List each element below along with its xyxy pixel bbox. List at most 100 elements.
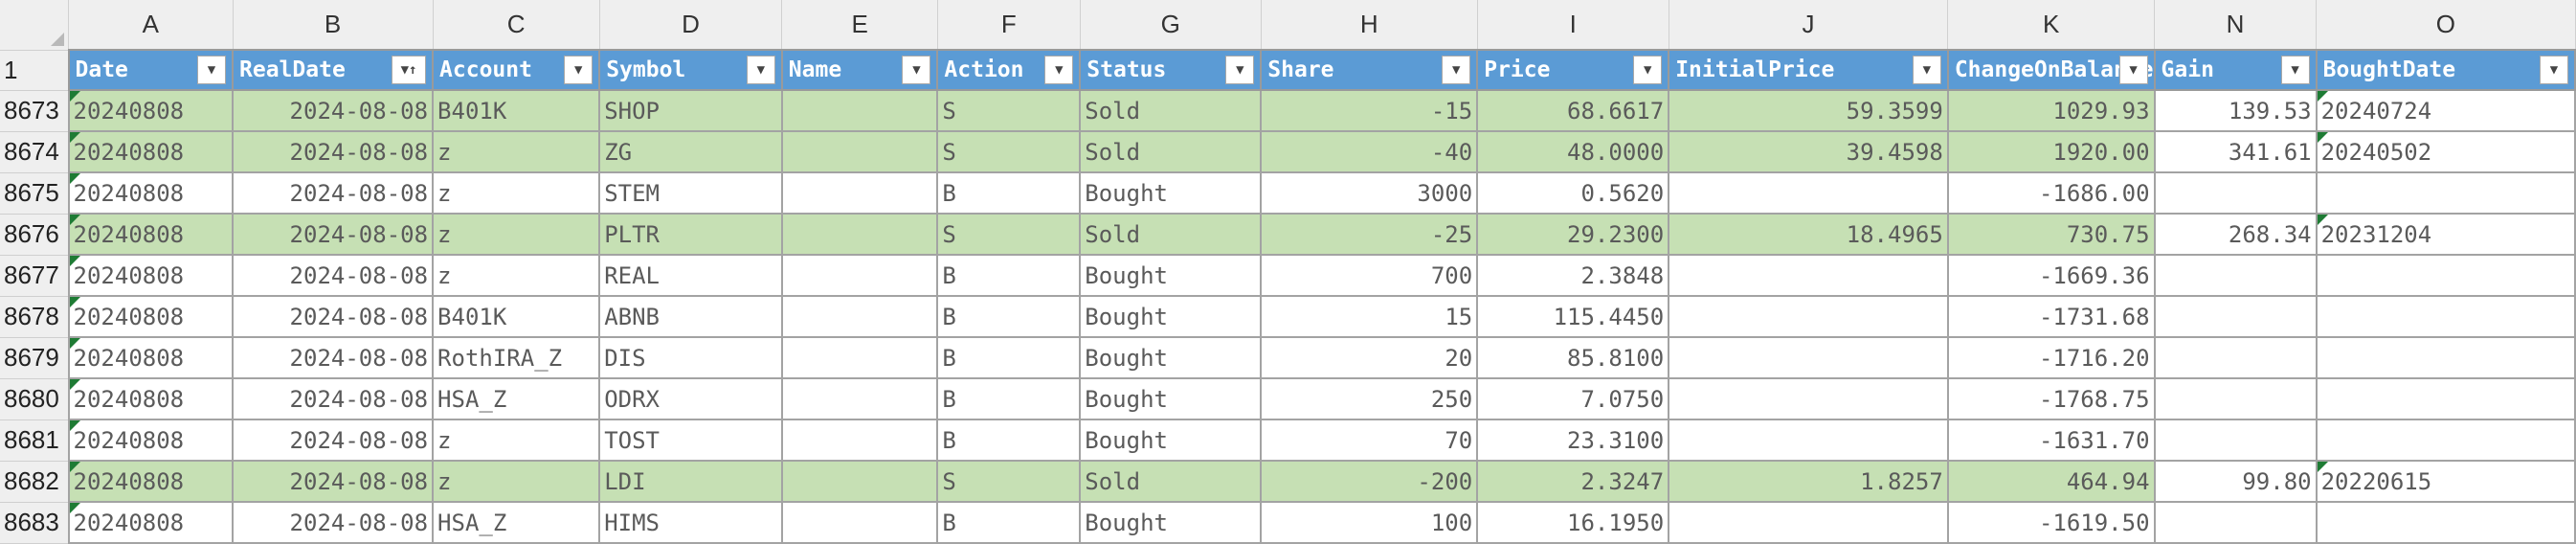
cell-share[interactable]: 700: [1260, 254, 1479, 297]
cell-account[interactable]: z: [432, 171, 601, 215]
row-number[interactable]: 8681: [0, 419, 70, 462]
cell-date[interactable]: 20240808: [67, 89, 235, 132]
cell-status[interactable]: Bought: [1079, 419, 1263, 462]
cell-date[interactable]: 20240808: [67, 419, 235, 462]
cell-change-on-balance[interactable]: 730.75: [1946, 213, 2156, 256]
cell-date[interactable]: 20240808: [67, 213, 235, 256]
cell-bought-date[interactable]: [2315, 295, 2576, 338]
row-number[interactable]: 8674: [0, 131, 70, 173]
cell-status[interactable]: Bought: [1079, 254, 1263, 297]
cell-action[interactable]: S: [936, 460, 1082, 503]
cell-name[interactable]: [780, 130, 939, 173]
filter-dropdown-icon[interactable]: ▼: [746, 56, 775, 84]
cell-action[interactable]: S: [936, 213, 1082, 256]
cell-action[interactable]: S: [936, 89, 1082, 132]
cell-share[interactable]: -25: [1260, 213, 1479, 256]
cell-gain[interactable]: [2153, 336, 2318, 379]
cell-gain[interactable]: [2153, 254, 2318, 297]
filter-dropdown-icon[interactable]: ▼: [1442, 56, 1471, 84]
cell-initial-price[interactable]: [1668, 377, 1949, 420]
cell-bought-date[interactable]: [2315, 254, 2576, 297]
cell-realdate[interactable]: 2024-08-08: [232, 213, 435, 256]
column-letter-g[interactable]: G: [1080, 0, 1262, 51]
column-letter-a[interactable]: A: [68, 0, 234, 51]
column-letter-j[interactable]: J: [1669, 0, 1949, 51]
column-letter-n[interactable]: N: [2154, 0, 2318, 51]
cell-action[interactable]: B: [936, 171, 1082, 215]
header-cell-realdate[interactable]: RealDate ▼↑: [232, 49, 435, 91]
cell-initial-price[interactable]: [1668, 419, 1949, 462]
cell-status[interactable]: Sold: [1079, 89, 1263, 132]
cell-account[interactable]: B401K: [432, 89, 601, 132]
cell-realdate[interactable]: 2024-08-08: [232, 501, 435, 544]
cell-date[interactable]: 20240808: [67, 295, 235, 338]
cell-price[interactable]: 68.6617: [1476, 89, 1670, 132]
column-letter-h[interactable]: H: [1261, 0, 1478, 51]
cell-price[interactable]: 23.3100: [1476, 419, 1670, 462]
cell-date[interactable]: 20240808: [67, 254, 235, 297]
cell-change-on-balance[interactable]: -1631.70: [1946, 419, 2156, 462]
header-cell-share[interactable]: Share ▼: [1260, 49, 1479, 91]
cell-share[interactable]: 3000: [1260, 171, 1479, 215]
row-number[interactable]: 8677: [0, 255, 70, 297]
header-cell-initialprice[interactable]: InitialPrice ▼: [1668, 49, 1949, 91]
header-cell-action[interactable]: Action ▼: [936, 49, 1082, 91]
cell-status[interactable]: Bought: [1079, 171, 1263, 215]
cell-share[interactable]: -40: [1260, 130, 1479, 173]
cell-status[interactable]: Sold: [1079, 130, 1263, 173]
cell-name[interactable]: [780, 460, 939, 503]
cell-date[interactable]: 20240808: [67, 501, 235, 544]
select-all-corner[interactable]: [0, 0, 70, 51]
cell-bought-date[interactable]: 20240502: [2315, 130, 2576, 173]
cell-initial-price[interactable]: 39.4598: [1668, 130, 1949, 173]
row-number[interactable]: 8682: [0, 461, 70, 503]
cell-price[interactable]: 0.5620: [1476, 171, 1670, 215]
header-cell-gain[interactable]: Gain ▼: [2153, 49, 2318, 91]
cell-initial-price[interactable]: [1668, 501, 1949, 544]
cell-action[interactable]: S: [936, 130, 1082, 173]
cell-share[interactable]: 70: [1260, 419, 1479, 462]
cell-initial-price[interactable]: 1.8257: [1668, 460, 1949, 503]
cell-status[interactable]: Bought: [1079, 501, 1263, 544]
cell-price[interactable]: 16.1950: [1476, 501, 1670, 544]
header-cell-price[interactable]: Price ▼: [1476, 49, 1670, 91]
cell-gain[interactable]: [2153, 171, 2318, 215]
cell-status[interactable]: Sold: [1079, 460, 1263, 503]
row-number[interactable]: 8675: [0, 172, 70, 215]
cell-share[interactable]: -200: [1260, 460, 1479, 503]
header-cell-account[interactable]: Account ▼: [432, 49, 601, 91]
cell-action[interactable]: B: [936, 254, 1082, 297]
filter-dropdown-icon[interactable]: ▼: [1912, 56, 1941, 84]
column-letter-e[interactable]: E: [781, 0, 938, 51]
cell-name[interactable]: [780, 171, 939, 215]
cell-change-on-balance[interactable]: -1716.20: [1946, 336, 2156, 379]
cell-gain[interactable]: 341.61: [2153, 130, 2318, 173]
row-number[interactable]: 8676: [0, 214, 70, 256]
cell-bought-date[interactable]: 20220615: [2315, 460, 2576, 503]
cell-status[interactable]: Bought: [1079, 336, 1263, 379]
cell-date[interactable]: 20240808: [67, 171, 235, 215]
cell-account[interactable]: HSA_Z: [432, 377, 601, 420]
cell-symbol[interactable]: TOST: [598, 419, 783, 462]
cell-price[interactable]: 29.2300: [1476, 213, 1670, 256]
row-number[interactable]: 1: [0, 50, 70, 91]
cell-change-on-balance[interactable]: -1669.36: [1946, 254, 2156, 297]
cell-name[interactable]: [780, 501, 939, 544]
cell-gain[interactable]: 139.53: [2153, 89, 2318, 132]
cell-price[interactable]: 48.0000: [1476, 130, 1670, 173]
filter-dropdown-icon[interactable]: ▼: [564, 56, 594, 84]
cell-gain[interactable]: 268.34: [2153, 213, 2318, 256]
cell-bought-date[interactable]: 20231204: [2315, 213, 2576, 256]
cell-symbol[interactable]: REAL: [598, 254, 783, 297]
cell-realdate[interactable]: 2024-08-08: [232, 171, 435, 215]
cell-status[interactable]: Bought: [1079, 377, 1263, 420]
cell-realdate[interactable]: 2024-08-08: [232, 460, 435, 503]
cell-share[interactable]: 15: [1260, 295, 1479, 338]
cell-change-on-balance[interactable]: 1029.93: [1946, 89, 2156, 132]
filter-sort-ascending-icon[interactable]: ▼↑: [392, 56, 427, 84]
cell-symbol[interactable]: SHOP: [598, 89, 783, 132]
cell-date[interactable]: 20240808: [67, 130, 235, 173]
column-letter-d[interactable]: D: [599, 0, 783, 51]
filter-dropdown-icon[interactable]: ▼: [2280, 56, 2310, 84]
cell-realdate[interactable]: 2024-08-08: [232, 295, 435, 338]
